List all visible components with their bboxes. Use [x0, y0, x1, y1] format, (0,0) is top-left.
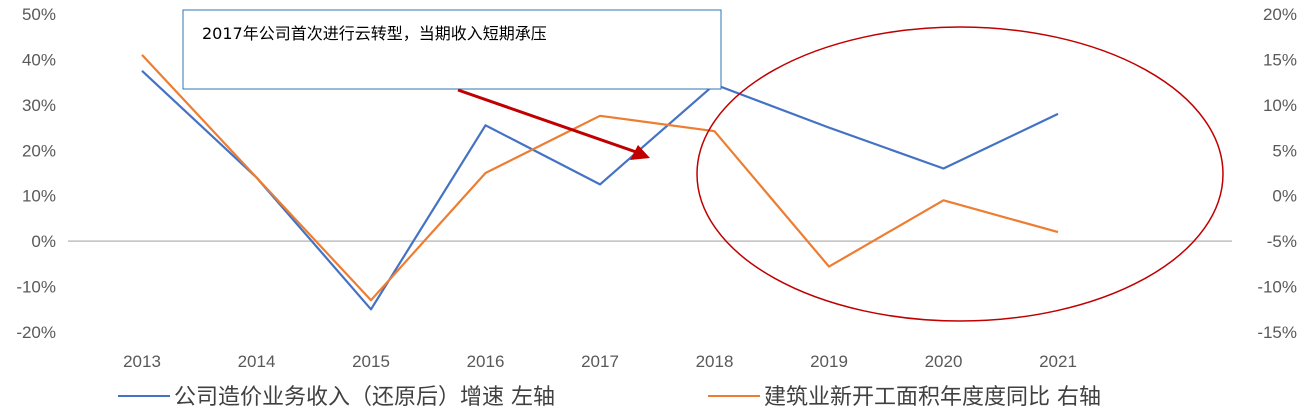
annotation-text: 2017年公司首次进行云转型，当期收入短期承压	[202, 24, 547, 43]
right-tick-label: 0%	[1272, 187, 1297, 206]
left-tick-label: 10%	[22, 187, 56, 206]
legend-label-new-construction: 建筑业新开工面积年度度同比 右轴	[764, 385, 1101, 410]
arrow-shaft	[457, 88, 637, 154]
series-line-new-construction	[141, 54, 1059, 302]
right-tick-label: 10%	[1263, 96, 1297, 115]
right-tick-label: -10%	[1257, 278, 1297, 297]
x-tick-label: 2020	[925, 352, 963, 371]
x-tick-label: 2017	[581, 352, 619, 371]
left-tick-label: 0%	[31, 232, 56, 251]
right-tick-label: -15%	[1257, 323, 1297, 342]
x-tick-label: 2016	[467, 352, 505, 371]
legend-label-company-revenue: 公司造价业务收入（还原后）增速 左轴	[174, 385, 555, 410]
left-tick-label: 40%	[22, 50, 56, 69]
x-tick-label: 2015	[352, 352, 390, 371]
x-tick-label: 2013	[123, 352, 161, 371]
x-tick-label: 2021	[1039, 352, 1077, 371]
left-tick-label: 20%	[22, 141, 56, 160]
left-tick-label: -20%	[16, 323, 56, 342]
right-tick-label: -5%	[1267, 232, 1297, 251]
left-axis-ticks: -20% -10% 0% 10% 20% 30% 40% 50%	[16, 5, 56, 342]
legend: 公司造价业务收入（还原后）增速 左轴 建筑业新开工面积年度度同比 右轴	[118, 385, 1101, 410]
right-tick-label: 20%	[1263, 5, 1297, 24]
x-tick-label: 2018	[696, 352, 734, 371]
series-line-company-revenue	[141, 69, 1059, 311]
highlight-ellipse	[696, 26, 1224, 322]
left-tick-label: 30%	[22, 96, 56, 115]
left-tick-label: -10%	[16, 278, 56, 297]
series-layer	[141, 54, 1059, 311]
right-axis-ticks: -15% -10% -5% 0% 5% 10% 15% 20%	[1257, 5, 1297, 342]
x-axis-ticks: 2013 2014 2015 2016 2017 2018 2019 2020 2021	[123, 352, 1077, 371]
arrow-head	[630, 145, 650, 160]
left-tick-label: 50%	[22, 5, 56, 24]
right-tick-label: 15%	[1263, 50, 1297, 69]
x-tick-label: 2019	[810, 352, 848, 371]
annotation-frame	[182, 9, 722, 90]
x-tick-label: 2014	[238, 352, 276, 371]
annotation-arrow	[457, 88, 650, 160]
right-tick-label: 5%	[1272, 141, 1297, 160]
annotation-box: 2017年公司首次进行云转型，当期收入短期承压	[182, 9, 722, 90]
